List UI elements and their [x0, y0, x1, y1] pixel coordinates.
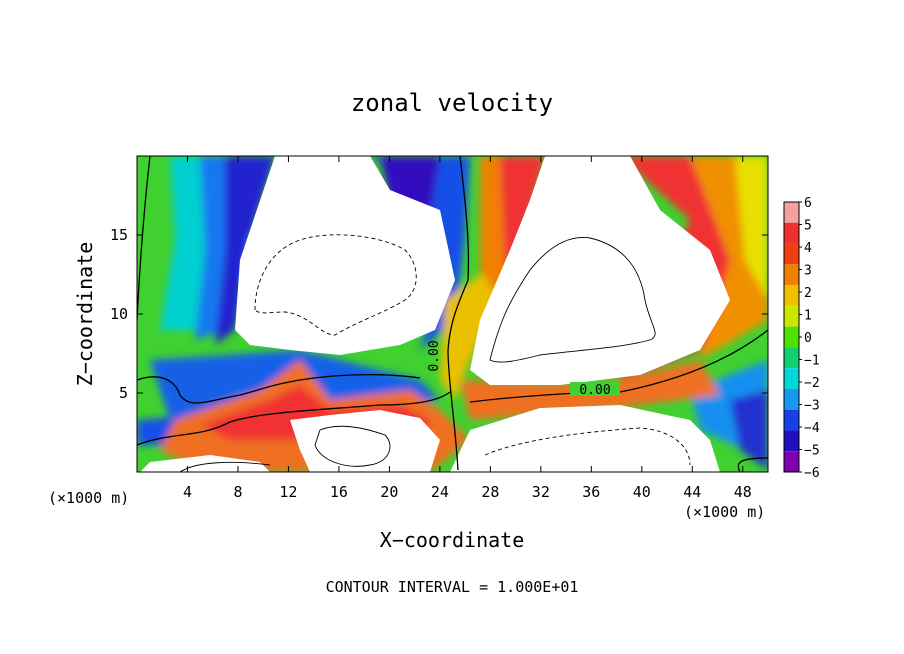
field-white-lower-right — [450, 405, 720, 472]
field-region-upper-red — [500, 156, 545, 270]
field-white-upper-left — [235, 156, 455, 355]
x-tick-label: 48 — [734, 483, 752, 501]
y-axis: 5 10 15 — [110, 226, 768, 402]
x-tick-label: 40 — [633, 483, 651, 501]
x-tick-label: 24 — [431, 483, 449, 501]
colorbar-label: −4 — [804, 421, 820, 436]
chart-title: zonal velocity — [351, 89, 553, 117]
x-tick-label: 12 — [279, 483, 297, 501]
contour-label-right: 0.00 — [579, 383, 610, 398]
x-tick-label: 8 — [233, 483, 242, 501]
colorbar-label: −5 — [804, 444, 820, 459]
contour-positive-bottom-left — [179, 461, 271, 472]
colorbar-swatch — [784, 347, 799, 369]
contour-zero-lower-left — [137, 374, 421, 404]
contour-label-left: 0.00 — [427, 340, 442, 371]
colorbar-swatch — [784, 430, 799, 452]
y-axis-label: Z−coordinate — [73, 242, 97, 387]
colorbar-swatch — [784, 264, 799, 286]
x-unit-left: (×1000 m) — [48, 489, 129, 507]
colorbar-swatch — [784, 368, 799, 389]
x-tick-label: 4 — [183, 483, 192, 501]
field-region-right-yellow — [735, 156, 768, 300]
x-tick-label: 16 — [330, 483, 348, 501]
colorbar-swatch — [784, 409, 799, 431]
contour-negative-upper-left — [254, 234, 417, 336]
colorbar-label: 5 — [804, 219, 812, 234]
x-unit-right: (×1000 m) — [684, 503, 765, 521]
field-white-upper-right — [470, 156, 730, 385]
x-axis: 4 8 12 16 20 24 28 32 36 40 44 48 — [183, 156, 752, 501]
colorbar-label: −3 — [804, 399, 820, 414]
x-tick-label: 20 — [380, 483, 398, 501]
colorbar-swatch — [784, 243, 799, 265]
colorbar-label: 6 — [804, 196, 812, 211]
contour-zero-bottom-right — [737, 457, 768, 472]
colorbar-label: −2 — [804, 376, 820, 391]
colorbar-swatch — [784, 222, 799, 244]
colorbar-label: 4 — [804, 241, 812, 256]
contour-lines-thin — [179, 237, 656, 472]
contour-label-bg — [570, 382, 620, 396]
colorbar-label: −6 — [804, 466, 820, 481]
y-tick-label: 5 — [119, 384, 128, 402]
plot-field: 0.00 0.00 — [137, 156, 768, 472]
colorbar-swatch — [784, 202, 799, 223]
x-tick-label: 44 — [683, 483, 701, 501]
colorbar-swatch — [784, 285, 799, 306]
x-tick-label: 32 — [532, 483, 550, 501]
colorbar-label: 2 — [804, 286, 812, 301]
y-tick-label: 15 — [110, 226, 128, 244]
colorbar-label: 3 — [804, 264, 812, 279]
colorbar-label: −1 — [804, 354, 820, 369]
colorbar: 6 5 4 3 2 1 0 −1 −2 −3 −4 −5 −6 — [783, 196, 820, 481]
field-region-center-riser — [440, 260, 500, 400]
field-region-right-darkblue — [730, 390, 768, 470]
colorbar-swatch — [784, 326, 799, 348]
colorbar-label: 1 — [804, 309, 812, 324]
contour-lines-dashed — [254, 234, 691, 466]
y-tick-label: 10 — [110, 305, 128, 323]
contour-zero-bottom-band — [137, 391, 451, 446]
colorbar-swatch — [784, 388, 799, 410]
contour-zero-center-left — [447, 156, 470, 471]
colorbar-swatch — [784, 451, 799, 472]
colorbar-swatch — [784, 305, 799, 327]
x-tick-label: 36 — [582, 483, 600, 501]
contour-interval-note: CONTOUR INTERVAL = 1.000E+01 — [326, 578, 579, 596]
colorbar-label: 0 — [804, 331, 812, 346]
x-axis-label: X−coordinate — [380, 528, 525, 552]
contour-positive-lower — [314, 425, 391, 467]
field-white-lower-mid — [290, 410, 440, 472]
contour-negative-lower-right — [484, 427, 691, 466]
contour-positive-right — [489, 237, 656, 363]
x-tick-label: 28 — [481, 483, 499, 501]
contour-zero-left — [137, 156, 151, 321]
